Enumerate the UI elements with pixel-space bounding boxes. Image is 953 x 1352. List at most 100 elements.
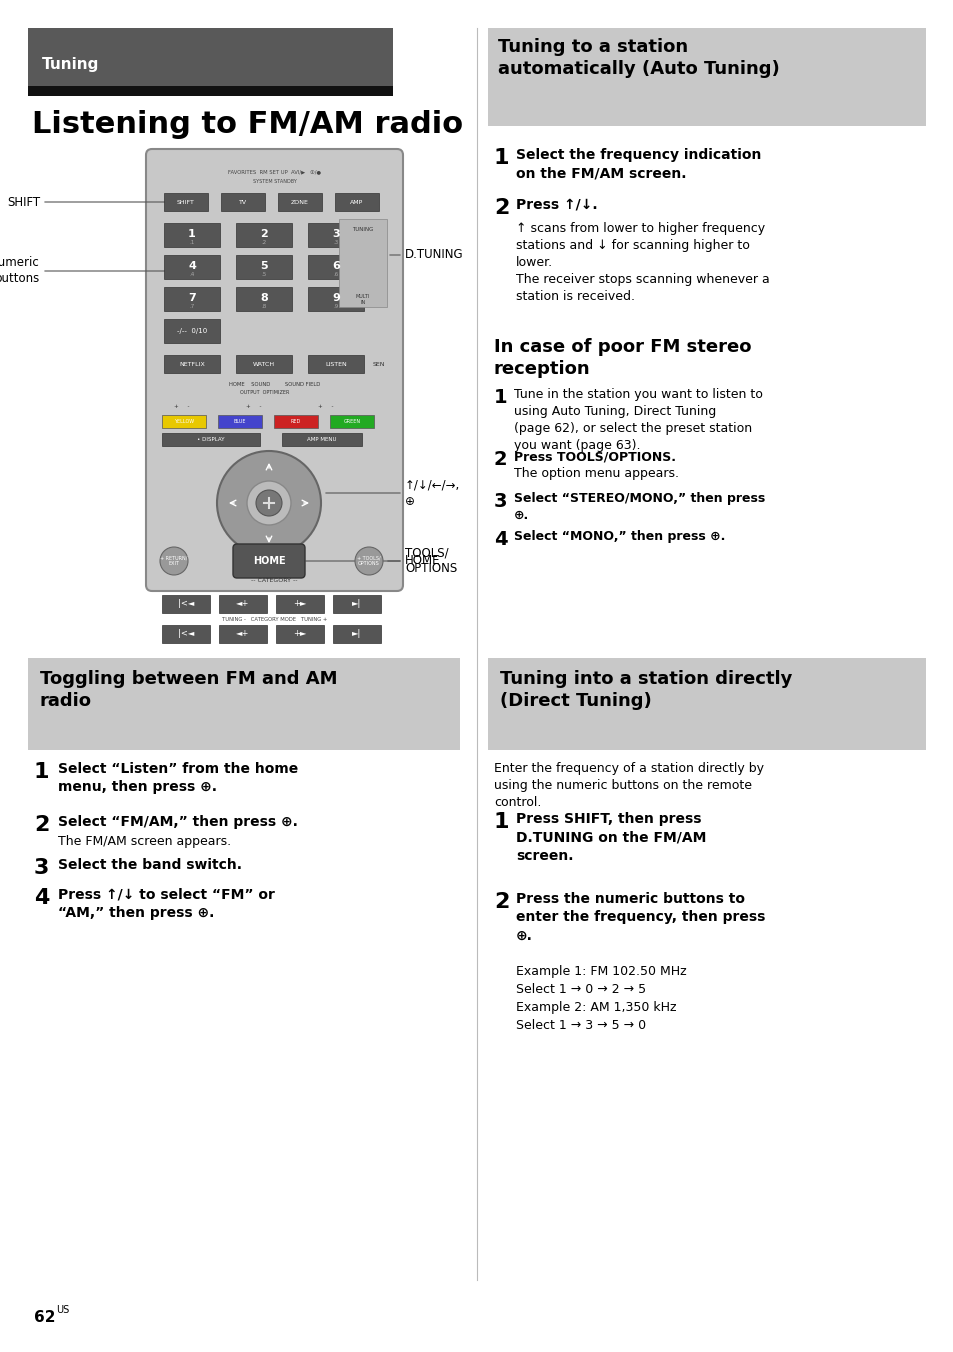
Text: MULTI
IN: MULTI IN <box>355 293 370 304</box>
Text: RED: RED <box>291 419 301 425</box>
Text: 62: 62 <box>34 1310 55 1325</box>
Bar <box>333 625 380 644</box>
Text: 1: 1 <box>494 388 507 407</box>
Circle shape <box>247 481 291 525</box>
Text: Press TOOLS/OPTIONS.: Press TOOLS/OPTIONS. <box>514 450 676 462</box>
Bar <box>338 219 387 307</box>
Bar <box>335 193 378 211</box>
Bar <box>219 595 267 612</box>
Text: TV: TV <box>238 200 247 204</box>
Text: Enter the frequency of a station directly by
using the numeric buttons on the re: Enter the frequency of a station directl… <box>494 763 763 808</box>
FancyBboxPatch shape <box>146 149 402 591</box>
Bar <box>162 595 210 612</box>
Bar <box>162 433 260 446</box>
Text: +     -: + - <box>318 403 334 408</box>
Text: ►|: ►| <box>352 599 361 608</box>
Text: D.TUNING: D.TUNING <box>405 249 463 261</box>
Text: Select “Listen” from the home
menu, then press ⊕.: Select “Listen” from the home menu, then… <box>58 763 298 795</box>
Text: AMP MENU: AMP MENU <box>307 437 336 442</box>
Circle shape <box>216 452 320 556</box>
Text: HOME    SOUND         SOUND FIELD: HOME SOUND SOUND FIELD <box>229 383 320 388</box>
Bar <box>162 625 210 644</box>
Text: Tune in the station you want to listen to
using Auto Tuning, Direct Tuning
(page: Tune in the station you want to listen t… <box>514 388 762 452</box>
Bar <box>235 256 292 279</box>
Text: In case of poor FM stereo
reception: In case of poor FM stereo reception <box>494 338 751 379</box>
Text: LISTEN: LISTEN <box>325 361 347 366</box>
Bar <box>274 415 317 429</box>
Text: 1: 1 <box>494 813 509 831</box>
Text: 4: 4 <box>188 261 195 270</box>
Bar <box>235 223 292 247</box>
Text: 9: 9 <box>332 293 339 303</box>
Bar <box>488 658 925 750</box>
Text: ◄+: ◄+ <box>236 630 250 638</box>
Text: ◄+: ◄+ <box>236 599 250 608</box>
Text: Select the frequency indication
on the FM/AM screen.: Select the frequency indication on the F… <box>516 147 760 180</box>
Text: .4: .4 <box>190 273 194 277</box>
Circle shape <box>160 548 188 575</box>
Text: .2: .2 <box>261 241 266 246</box>
Text: .7: .7 <box>190 304 194 310</box>
Bar <box>277 193 322 211</box>
Text: .3: .3 <box>333 241 338 246</box>
Bar <box>164 356 220 373</box>
Text: .6: .6 <box>333 273 338 277</box>
Text: GREEN: GREEN <box>343 419 360 425</box>
Bar <box>308 256 364 279</box>
Text: Example 1: FM 102.50 MHz
Select 1 → 0 → 2 → 5
Example 2: AM 1,350 kHz
Select 1 →: Example 1: FM 102.50 MHz Select 1 → 0 → … <box>516 965 686 1032</box>
Text: + TOOLS/
OPTIONS: + TOOLS/ OPTIONS <box>356 556 380 566</box>
Bar <box>28 658 459 750</box>
Text: SHIFT: SHIFT <box>177 200 194 204</box>
Bar <box>308 223 364 247</box>
Text: ZONE: ZONE <box>291 200 309 204</box>
Text: ►|: ►| <box>352 630 361 638</box>
Text: +►: +► <box>293 599 306 608</box>
Text: + RETURN/
EXIT: + RETURN/ EXIT <box>160 556 188 566</box>
Text: +     -: + - <box>246 403 261 408</box>
Text: 1: 1 <box>34 763 50 781</box>
Text: Select “MONO,” then press ⊕.: Select “MONO,” then press ⊕. <box>514 530 724 544</box>
Bar <box>221 193 265 211</box>
Text: Press the numeric buttons to
enter the frequency, then press
⊕.: Press the numeric buttons to enter the f… <box>516 892 764 942</box>
Text: HOME: HOME <box>405 554 440 568</box>
Bar <box>218 415 262 429</box>
Bar <box>308 356 364 373</box>
Text: Toggling between FM and AM
radio: Toggling between FM and AM radio <box>40 671 337 710</box>
Text: OUTPUT  OPTIMIZER: OUTPUT OPTIMIZER <box>239 391 289 396</box>
Bar <box>164 223 220 247</box>
Text: NETFLIX: NETFLIX <box>179 361 205 366</box>
Text: 3: 3 <box>494 492 507 511</box>
Circle shape <box>255 489 282 516</box>
Text: The FM/AM screen appears.: The FM/AM screen appears. <box>58 836 231 848</box>
Text: SEN: SEN <box>373 361 385 366</box>
Text: Tuning into a station directly
(Direct Tuning): Tuning into a station directly (Direct T… <box>499 671 792 710</box>
Text: .5: .5 <box>261 273 266 277</box>
Bar <box>164 193 208 211</box>
Bar <box>164 287 220 311</box>
Text: AMP: AMP <box>350 200 363 204</box>
Text: |<◄: |<◄ <box>177 630 194 638</box>
Text: SYSTEM STANDBY: SYSTEM STANDBY <box>253 178 296 184</box>
Text: 2: 2 <box>260 228 268 239</box>
Text: 3: 3 <box>332 228 339 239</box>
Text: WATCH: WATCH <box>253 361 274 366</box>
Text: Tuning to a station
automatically (Auto Tuning): Tuning to a station automatically (Auto … <box>497 38 779 78</box>
Text: 2: 2 <box>34 815 50 836</box>
Text: 2: 2 <box>494 450 507 469</box>
Text: 2: 2 <box>494 892 509 913</box>
Text: 2: 2 <box>494 197 509 218</box>
Text: .1: .1 <box>190 241 194 246</box>
Bar <box>333 595 380 612</box>
Text: Select the band switch.: Select the band switch. <box>58 859 242 872</box>
Text: +     -: + - <box>174 403 190 408</box>
Text: • DISPLAY: • DISPLAY <box>197 437 225 442</box>
Text: FAVORITES  RM SET UP  AVI/▶   ①/●: FAVORITES RM SET UP AVI/▶ ①/● <box>228 169 321 174</box>
Bar <box>164 319 220 343</box>
Bar <box>28 87 393 96</box>
Text: TUNING -   CATEGORY MODE   TUNING +: TUNING - CATEGORY MODE TUNING + <box>222 617 327 622</box>
Text: BLUE: BLUE <box>233 419 246 425</box>
Text: 1: 1 <box>494 147 509 168</box>
Text: Numeric
buttons: Numeric buttons <box>0 257 40 285</box>
Text: .9: .9 <box>333 304 338 310</box>
Text: US: US <box>56 1305 70 1315</box>
